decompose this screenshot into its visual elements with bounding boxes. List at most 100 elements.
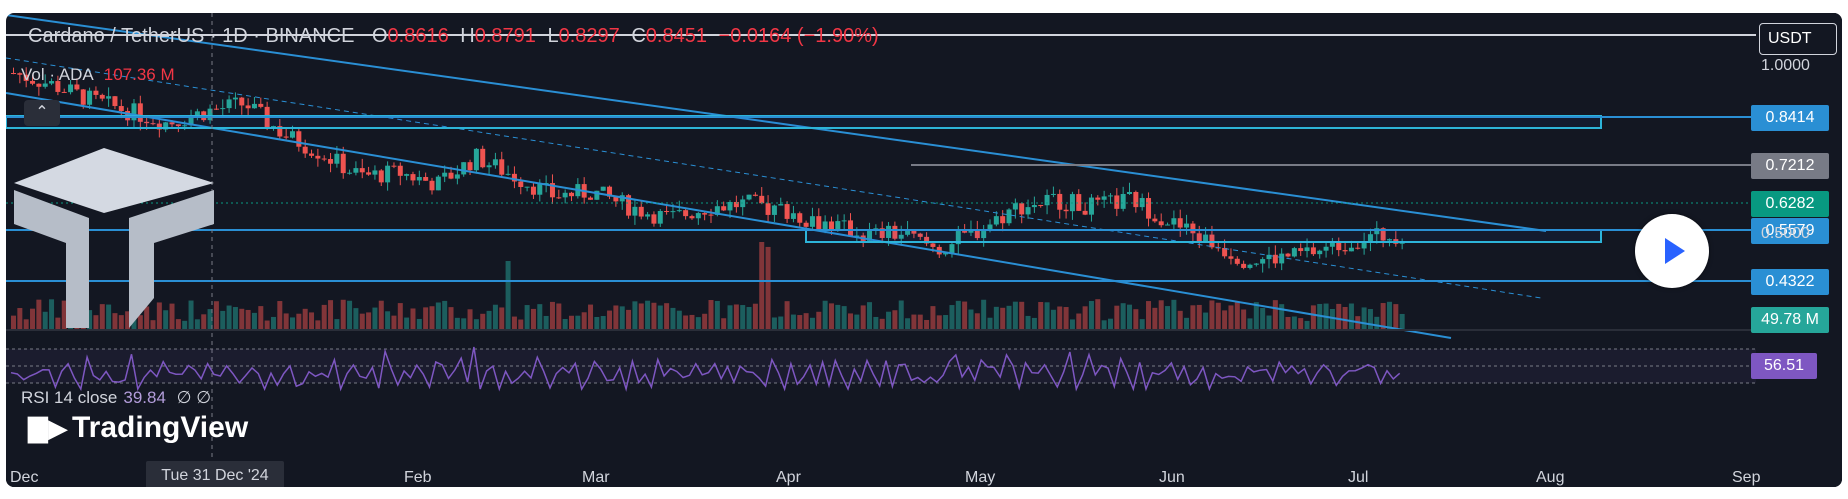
volume-bar	[232, 307, 238, 329]
volume-bar	[334, 319, 340, 329]
candle-body	[11, 73, 16, 74]
volume-bar	[1203, 312, 1209, 329]
candle-body	[721, 206, 727, 211]
price-label-0-8414: 0.8414	[1751, 105, 1829, 131]
candle-body	[886, 225, 892, 238]
volume-bar	[613, 305, 619, 329]
volume-bar	[873, 316, 879, 329]
candle-body	[1050, 193, 1056, 195]
candle-body	[1184, 223, 1190, 228]
volume-bar	[841, 306, 847, 329]
volume-bar	[974, 313, 980, 329]
high-value: 0.8791	[474, 25, 536, 47]
candle-body	[1196, 233, 1202, 242]
volume-bar	[1310, 305, 1316, 329]
volume-bar	[467, 309, 473, 329]
candle-body	[816, 216, 822, 230]
candle-body	[1304, 247, 1310, 252]
rsi-pane	[6, 346, 1756, 392]
tradingview-watermark[interactable]: ▇▶ TradingView	[28, 411, 248, 445]
volume-bar	[886, 311, 892, 329]
volume-bar	[771, 317, 777, 329]
candle-body	[835, 221, 841, 231]
candle-body	[518, 181, 524, 187]
rsi-extra: ∅ ∅	[176, 388, 212, 407]
volume-bar	[150, 320, 156, 329]
volume-bar	[683, 315, 689, 329]
currency-button[interactable]: USDT	[1759, 23, 1837, 55]
price-label-0-6282: 0.6282	[1751, 191, 1829, 217]
x-tick-jul: Jul	[1348, 469, 1369, 486]
candle-body	[283, 136, 289, 138]
candle-body	[987, 224, 993, 230]
candle-body	[1380, 228, 1386, 241]
candle-body	[1253, 263, 1259, 265]
volume-bar	[429, 306, 435, 329]
candle-body	[251, 103, 257, 109]
symbol-title[interactable]: Cardano / TetherUS · 1D · BINANCE	[28, 25, 355, 47]
x-tick-apr: Apr	[776, 469, 801, 486]
candle-body	[759, 195, 765, 204]
candle-body	[1386, 239, 1392, 241]
volume-bar	[822, 300, 828, 329]
volume-bar	[1120, 303, 1126, 329]
volume-bar	[1399, 313, 1405, 329]
collapse-legend-button[interactable]: ⌃	[24, 100, 60, 126]
volume-bar	[1222, 310, 1228, 329]
candle-body	[1317, 250, 1323, 255]
time-axis[interactable]: Dec Feb Mar Apr May Jun Jul Aug Sep	[6, 465, 1760, 487]
volume-bar	[1196, 304, 1202, 329]
change-value: −0.0164 (−1.90%)	[718, 25, 879, 47]
candle-body	[651, 214, 657, 224]
volume-bar	[188, 300, 194, 329]
volume-bar	[1336, 303, 1342, 329]
volume-bar	[784, 301, 790, 329]
volume-bar	[1076, 313, 1082, 329]
candle-body	[645, 214, 651, 217]
candle-body	[1374, 228, 1380, 235]
candle-body	[911, 230, 917, 234]
candle-body	[258, 103, 264, 107]
candle-body	[112, 96, 118, 107]
volume-bar	[1291, 316, 1297, 329]
candle-body	[480, 148, 486, 168]
candle-body	[296, 131, 302, 147]
volume-bar	[1298, 318, 1304, 329]
candle-body	[1006, 209, 1012, 224]
candle-body	[537, 183, 543, 195]
candle-body	[359, 168, 365, 173]
candle-body	[1082, 210, 1088, 215]
candle-body	[87, 90, 93, 105]
volume-bar	[1158, 300, 1164, 329]
candle-body	[1228, 256, 1234, 259]
volume-bar	[1127, 304, 1132, 329]
volume-bar	[1253, 302, 1259, 329]
volume-bar	[626, 309, 632, 329]
volume-bar	[848, 313, 853, 329]
volume-bar	[1063, 307, 1069, 329]
volume-bar	[867, 302, 873, 329]
rsi-legend: RSI 14 close 39.84 ∅ ∅	[21, 388, 211, 408]
candle-body	[511, 173, 517, 182]
volume-bar	[359, 313, 365, 329]
volume-bar	[809, 317, 815, 329]
price-axis[interactable]	[1756, 13, 1842, 487]
volume-bar	[924, 319, 930, 329]
candle-body	[1133, 191, 1139, 208]
volume-bar	[55, 317, 61, 329]
price-chart[interactable]	[6, 13, 1756, 465]
candle-body	[99, 94, 105, 99]
candle-body	[23, 74, 29, 81]
candle-body	[213, 108, 219, 110]
candle-body	[993, 216, 999, 225]
play-button[interactable]	[1635, 214, 1709, 288]
volume-bar	[1190, 305, 1196, 329]
candle-body	[879, 228, 885, 238]
volume-bar	[797, 315, 803, 329]
volume-bar	[638, 303, 644, 329]
volume-bar	[664, 303, 670, 329]
candle-body	[797, 213, 803, 223]
candle-body	[423, 176, 429, 181]
candle-body	[270, 126, 276, 128]
volume-bar	[1367, 309, 1373, 329]
